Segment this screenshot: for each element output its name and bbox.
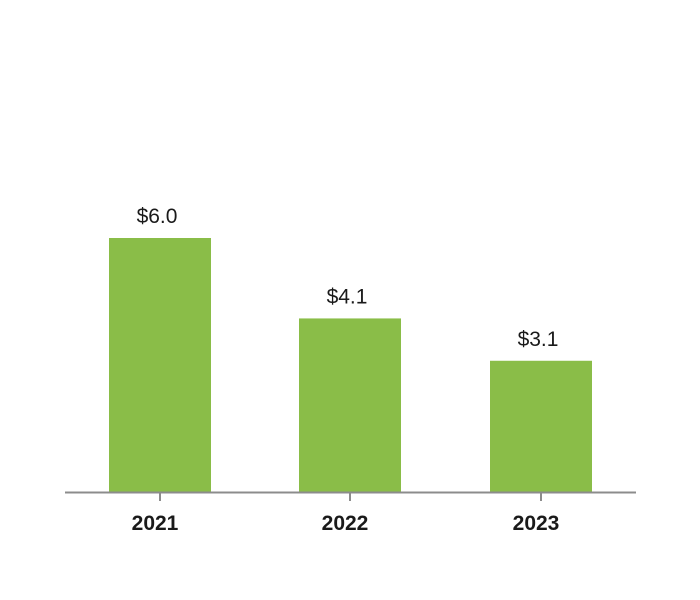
bar-2023 [490, 360, 592, 492]
bar-2022 [299, 318, 401, 492]
value-label-2023: $3.1 [518, 328, 559, 351]
bars-layer [109, 238, 592, 492]
category-labels-layer: 2021 2022 2023 [132, 512, 560, 535]
value-label-2021: $6.0 [137, 205, 178, 228]
bar-2021 [109, 238, 211, 492]
x-tick-label-2021: 2021 [132, 512, 179, 535]
x-tick-label-2023: 2023 [513, 512, 560, 535]
x-axis-ticks-layer [159, 492, 542, 501]
value-label-2022: $4.1 [327, 285, 368, 308]
x-tick-label-2022: 2022 [322, 512, 369, 535]
value-labels-layer: $6.0 $4.1 $3.1 [137, 205, 559, 351]
